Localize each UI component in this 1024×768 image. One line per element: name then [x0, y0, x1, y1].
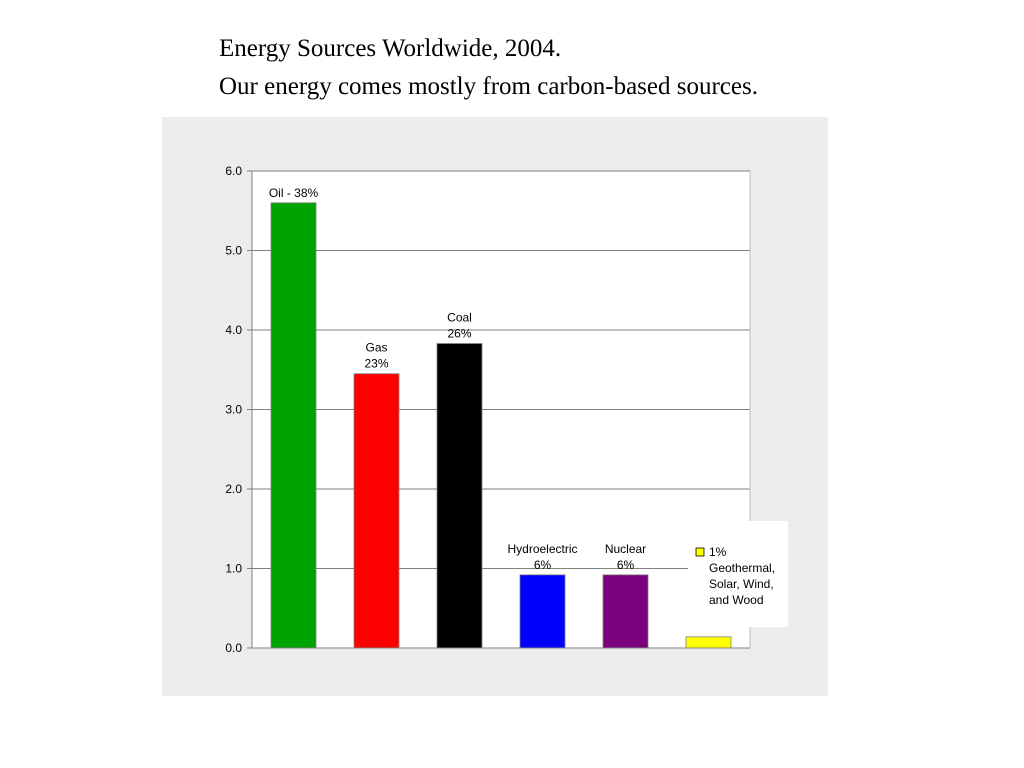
- y-tick-label: 6.0: [225, 164, 242, 178]
- title-line-2: Our energy comes mostly from carbon-base…: [219, 73, 758, 100]
- data-label: 26%: [447, 327, 471, 341]
- data-label: Coal: [447, 311, 472, 325]
- legend-marker: [695, 547, 705, 557]
- y-tick-label: 4.0: [225, 323, 242, 337]
- data-label: 6%: [617, 558, 635, 572]
- bar-nuclear: [602, 574, 649, 649]
- data-label: Geothermal,: [709, 561, 775, 575]
- bar-chart: 0.0 1.0 2.0 3.0 4.0 5.0 6.0 Oil - 38% Gas 23% Coal…: [225, 164, 788, 655]
- y-tick-label: 2.0: [225, 482, 242, 496]
- y-tick-label: 0.0: [225, 641, 242, 655]
- bar-coal: [436, 343, 483, 649]
- data-label: and Wood: [709, 593, 764, 607]
- data-label: Hydroelectric: [507, 542, 577, 556]
- y-tick-label: 3.0: [225, 403, 242, 417]
- slide-title: Energy Sources Worldwide, 2004. Our ener…: [219, 30, 758, 106]
- callout-box: [688, 521, 788, 627]
- bar-hydroelectric: [519, 574, 566, 649]
- data-label: 23%: [364, 357, 388, 371]
- data-label: Solar, Wind,: [709, 577, 774, 591]
- title-line-1: Energy Sources Worldwide, 2004.: [219, 35, 562, 62]
- data-label: 6%: [534, 558, 552, 572]
- data-label: Oil - 38%: [269, 186, 319, 200]
- y-tick-label: 1.0: [225, 562, 242, 576]
- bar-gas: [353, 373, 400, 649]
- bar-geothermal-solar-wind-and-wood: [685, 636, 732, 649]
- y-tick-label: 5.0: [225, 244, 242, 258]
- bar-oil: [270, 202, 317, 649]
- chart-panel: 0.0 1.0 2.0 3.0 4.0 5.0 6.0 Oil - 38% Gas 23% Coal…: [162, 117, 828, 696]
- data-label: Gas: [365, 341, 387, 355]
- data-label: 1%: [709, 545, 727, 559]
- data-label: Nuclear: [605, 542, 646, 556]
